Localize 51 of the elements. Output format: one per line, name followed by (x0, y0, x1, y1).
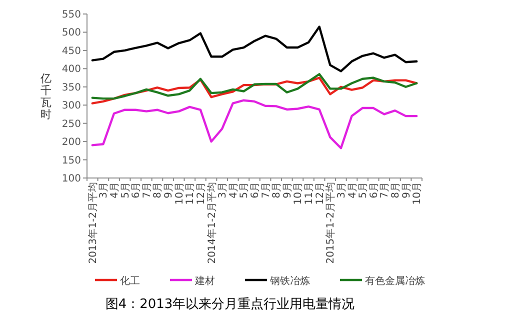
y-tick-label: 150 (62, 155, 81, 166)
x-tick-label: 4月 (347, 182, 358, 198)
text: 图4：2013年以来分月重点行业用电量情况 (105, 297, 355, 312)
legend-label: 化工 (120, 275, 140, 287)
x-tick-label: 2015年1-2月平均 (324, 182, 337, 264)
line-series (91, 73, 418, 100)
x-tick-label: 6月 (131, 182, 142, 198)
x-tick-label: 4月 (228, 182, 240, 198)
x-tick-label: 6月 (250, 182, 261, 198)
y-axis-title: 亿千瓦时 (40, 72, 52, 121)
x-tick-label: 5月 (358, 182, 370, 198)
y-tick-label: 300 (62, 100, 81, 112)
x-tick-label: 2014年1-2月平均 (206, 182, 218, 264)
x-tick-label: 7月 (142, 182, 153, 198)
y-tick-label: 400 (62, 64, 81, 76)
x-tick-label: 10月 (174, 182, 186, 205)
legend-label: 有色金属冶炼 (365, 275, 425, 287)
x-tick-label: 8月 (272, 182, 283, 198)
legend-label: 建材 (194, 275, 215, 287)
y-tick-label: 550 (62, 10, 81, 20)
x-tick-label: 5月 (239, 182, 250, 198)
x-tick-label: 8月 (152, 182, 164, 198)
y-tick-label: 250 (62, 118, 81, 130)
line-series (91, 76, 418, 104)
x-tick-label: 9月 (401, 182, 412, 198)
y-tick-label: 350 (62, 82, 81, 94)
y-tick-label: 200 (62, 137, 81, 148)
x-tick-label: 9月 (282, 182, 294, 198)
x-tick-label: 2013年1-2月平均 (86, 182, 99, 264)
x-tick-label: 3月 (98, 182, 110, 198)
x-tick-label: 10月 (412, 182, 424, 205)
x-tick-label: 12月 (314, 182, 326, 205)
x-tick-label: 4月 (110, 182, 121, 198)
x-tick-label: 9月 (164, 182, 175, 198)
x-tick-label: 7月 (260, 182, 272, 198)
x-tick-label: 8月 (390, 182, 402, 198)
line-series (91, 26, 418, 72)
x-tick-label: 11月 (304, 182, 316, 205)
x-tick-label: 3月 (336, 182, 348, 198)
y-tick-label: 450 (62, 46, 81, 57)
x-tick-label: 6月 (368, 182, 380, 198)
x-tick-label: 12月 (196, 182, 207, 205)
y-tick-label: 500 (62, 28, 81, 39)
y-tick-label: 100 (62, 174, 81, 184)
legend-label: 钢铁冶炼 (269, 275, 310, 287)
line-series (91, 99, 418, 150)
x-tick-label: 7月 (380, 182, 391, 198)
x-tick-label: 11月 (185, 182, 196, 205)
x-tick-label: 10月 (293, 182, 304, 205)
x-tick-label: 3月 (218, 182, 229, 198)
x-tick-label: 5月 (120, 182, 132, 198)
